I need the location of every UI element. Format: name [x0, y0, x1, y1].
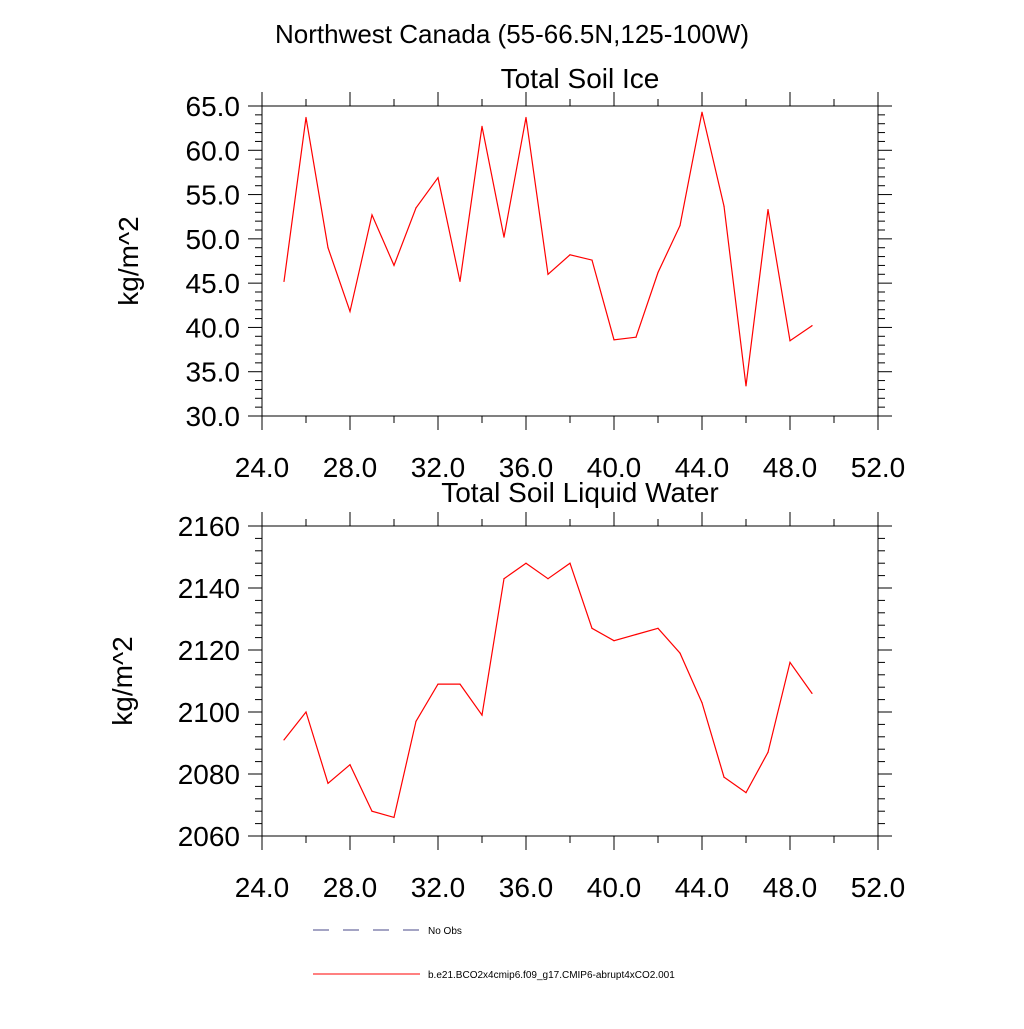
data-point [679, 224, 681, 227]
y-tick-label: 2100 [178, 697, 240, 728]
data-point [767, 209, 769, 211]
data-point [283, 280, 285, 282]
data-point [437, 177, 439, 179]
data-point [569, 254, 571, 256]
x-tick-label: 52.0 [851, 452, 906, 483]
legend: No Obs b.e21.BCO2x4cmip6.f09_g17.CMIP6-a… [313, 926, 675, 981]
y-tick-label: 45.0 [186, 268, 241, 299]
data-point [657, 271, 659, 274]
data-point [525, 116, 527, 119]
data-point [459, 683, 461, 685]
y-tick-label: 65.0 [186, 91, 241, 122]
data-point [481, 125, 483, 127]
data-point [679, 652, 681, 654]
plot-frame [261, 105, 879, 417]
data-point [393, 264, 395, 267]
series-line [283, 562, 813, 819]
data-point [723, 205, 725, 207]
page-title: Northwest Canada (55-66.5N,125-100W) [275, 19, 749, 49]
data-point [503, 236, 505, 238]
x-tick-label: 40.0 [587, 872, 642, 903]
data-point [437, 683, 439, 685]
data-point [547, 578, 549, 580]
data-point [283, 739, 285, 741]
data-point [789, 340, 791, 342]
data-point [371, 214, 373, 216]
data-point [591, 259, 593, 261]
data-point [371, 810, 373, 812]
data-point [789, 661, 791, 664]
data-point [811, 692, 813, 695]
y-tick-label: 40.0 [186, 312, 241, 343]
y-tick-label: 2140 [178, 573, 240, 604]
x-tick-label: 40.0 [587, 452, 642, 483]
y-tick-label: 2080 [178, 759, 240, 790]
data-point [415, 207, 417, 209]
data-point [591, 627, 593, 629]
x-tick-label: 24.0 [235, 872, 290, 903]
x-tick-label: 36.0 [499, 872, 554, 903]
data-point [415, 720, 417, 722]
chart-title: Total Soil Liquid Water [441, 477, 719, 508]
legend-no-obs-label: No Obs [428, 926, 462, 937]
data-point [811, 325, 813, 327]
series-line [283, 112, 813, 386]
y-tick-label: 55.0 [186, 180, 241, 211]
data-point [349, 310, 351, 313]
y-tick-label: 2060 [178, 821, 240, 852]
data-point [767, 751, 769, 753]
y-tick-label: 35.0 [186, 357, 241, 388]
data-point [745, 792, 747, 794]
y-tick-label: 60.0 [186, 135, 241, 166]
data-point [723, 776, 725, 778]
data-point [525, 562, 527, 564]
data-point [393, 816, 395, 819]
x-tick-label: 28.0 [323, 452, 378, 483]
data-point [327, 247, 329, 249]
x-tick-label: 32.0 [411, 452, 466, 483]
data-point [613, 640, 615, 642]
x-tick-label: 44.0 [675, 452, 730, 483]
data-point [569, 562, 571, 564]
x-tick-label: 32.0 [411, 872, 466, 903]
x-tick-label: 44.0 [675, 872, 730, 903]
legend-model-label: b.e21.BCO2x4cmip6.f09_g17.CMIP6-abrupt4x… [428, 970, 675, 981]
y-tick-label: 30.0 [186, 401, 241, 432]
data-point [701, 702, 703, 704]
data-point [635, 633, 637, 636]
y-axis-label: kg/m^2 [107, 636, 138, 725]
x-tick-label: 48.0 [763, 872, 818, 903]
x-tick-label: 36.0 [499, 452, 554, 483]
data-point [613, 339, 615, 341]
y-tick-label: 2160 [178, 511, 240, 542]
data-point [547, 273, 549, 275]
data-point [305, 116, 307, 119]
data-point [305, 711, 307, 713]
x-tick-label: 48.0 [763, 452, 818, 483]
data-point [657, 627, 659, 629]
data-point [481, 714, 483, 716]
data-point [745, 385, 747, 387]
data-point [349, 764, 351, 766]
y-tick-label: 50.0 [186, 224, 241, 255]
chart-title: Total Soil Ice [501, 63, 660, 94]
x-tick-label: 24.0 [235, 452, 290, 483]
y-axis-label: kg/m^2 [113, 216, 144, 305]
panel-soil-liquid-water: Total Soil Liquid Water kg/m^2 24.0 28.0 32.… [107, 477, 905, 903]
y-tick-label: 2120 [178, 635, 240, 666]
x-tick-label: 52.0 [851, 872, 906, 903]
data-point [503, 578, 505, 580]
x-tick-label: 28.0 [323, 872, 378, 903]
data-point [701, 111, 703, 113]
data-point [635, 336, 637, 338]
data-point [459, 280, 461, 282]
panel-soil-ice: Total Soil Ice kg/m^2 24.0 28.0 32.0 36.0 40.0… [113, 63, 905, 483]
data-point [327, 782, 329, 784]
